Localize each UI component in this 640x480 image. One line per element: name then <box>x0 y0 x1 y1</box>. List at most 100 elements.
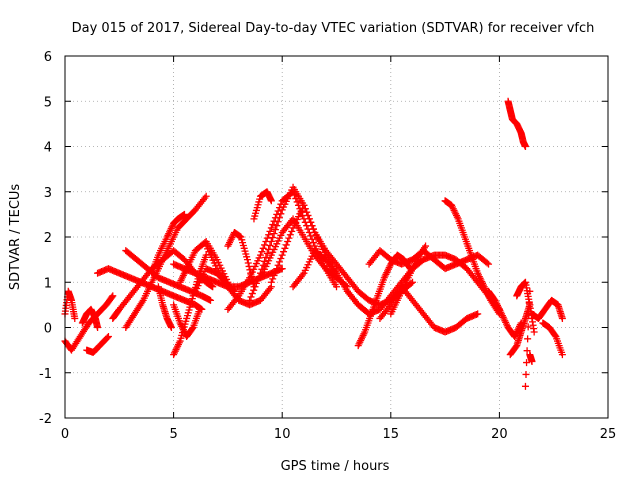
series-arc-33 <box>513 278 538 336</box>
data-point <box>288 227 296 235</box>
data-point <box>305 215 313 223</box>
series-arc-16 <box>202 242 275 309</box>
data-point <box>280 248 288 256</box>
data-point <box>104 333 112 341</box>
series-arc-27 <box>376 283 482 336</box>
data-point <box>202 192 210 200</box>
data-point <box>521 382 529 390</box>
data-point <box>267 197 275 205</box>
data-point <box>271 226 279 234</box>
series-arc-02 <box>61 287 79 322</box>
data-markers <box>61 97 566 390</box>
data-point <box>275 214 283 222</box>
data-point <box>209 283 217 291</box>
y-tick-label: -1 <box>39 367 52 382</box>
y-tick-label: -2 <box>39 412 52 427</box>
series-arc-10 <box>154 283 175 331</box>
data-point <box>263 249 271 257</box>
data-point <box>71 314 79 322</box>
data-point <box>266 227 274 235</box>
data-point <box>551 331 559 339</box>
data-point <box>180 210 188 218</box>
data-point <box>282 241 290 249</box>
data-point <box>277 210 285 218</box>
series-arc-21 <box>250 188 275 223</box>
y-tick-label: 4 <box>44 141 52 156</box>
series-arc-01 <box>61 292 117 354</box>
series-arc-37 <box>539 319 566 359</box>
data-point <box>530 328 538 336</box>
data-point <box>256 251 264 259</box>
data-point <box>304 212 312 220</box>
data-point <box>333 283 340 291</box>
data-point <box>308 235 316 243</box>
data-point <box>270 230 278 238</box>
series-arc-29 <box>441 197 503 318</box>
series-arc-04 <box>83 333 112 356</box>
data-point <box>251 283 259 291</box>
data-point <box>167 324 175 331</box>
data-point <box>267 238 275 246</box>
data-point <box>274 218 282 226</box>
series-arc-34 <box>526 351 536 365</box>
data-point <box>94 324 102 331</box>
data-point <box>407 279 415 287</box>
data-point <box>246 296 254 304</box>
y-tick-label: 0 <box>44 322 52 337</box>
series-arc-23 <box>289 247 340 291</box>
series-arc-13 <box>170 301 204 341</box>
x-tick-label: 0 <box>61 427 69 442</box>
data-point <box>523 347 531 355</box>
data-point <box>483 259 491 267</box>
data-point <box>485 260 493 268</box>
data-point <box>271 268 279 276</box>
data-point <box>244 259 252 267</box>
series-arc-24 <box>343 251 503 318</box>
data-point <box>300 201 308 209</box>
data-point <box>309 225 317 233</box>
data-point <box>474 310 482 318</box>
data-point <box>521 143 529 150</box>
data-point <box>422 242 430 250</box>
series-arc-17 <box>224 228 258 291</box>
data-point <box>307 218 315 226</box>
y-tick-label: 5 <box>44 95 52 110</box>
data-point <box>267 278 275 286</box>
data-point <box>277 254 285 262</box>
series-arc-28 <box>387 242 430 318</box>
data-point <box>281 244 289 252</box>
data-point <box>526 287 534 295</box>
series-arc-35 <box>521 287 534 390</box>
data-point <box>269 234 277 242</box>
data-point <box>409 278 417 286</box>
data-point <box>528 357 536 365</box>
data-point <box>267 224 275 232</box>
data-point <box>285 234 293 242</box>
data-point <box>303 208 311 216</box>
data-point <box>342 282 350 290</box>
data-point <box>558 314 566 322</box>
y-tick-label: 3 <box>44 186 52 201</box>
x-tick-label: 15 <box>383 427 400 442</box>
x-tick-label: 20 <box>491 427 508 442</box>
data-point <box>196 305 204 313</box>
data-point <box>266 241 274 249</box>
data-point <box>269 221 277 229</box>
data-point <box>108 293 116 301</box>
series-arc-36 <box>528 296 566 322</box>
data-point <box>309 239 317 247</box>
data-point <box>523 359 531 367</box>
x-tick-label: 10 <box>274 427 291 442</box>
data-point <box>524 335 532 343</box>
data-point <box>524 323 532 331</box>
data-point <box>269 275 277 283</box>
series-arc-07 <box>122 192 210 331</box>
data-point <box>265 231 273 239</box>
data-point <box>301 205 309 213</box>
data-point <box>248 290 256 298</box>
y-axis-ticks: -2 -1 0 1 2 3 4 5 6 <box>39 50 608 427</box>
data-point <box>245 262 253 270</box>
data-point <box>243 256 251 264</box>
y-axis-label: SDTVAR / TECUs <box>8 184 23 291</box>
